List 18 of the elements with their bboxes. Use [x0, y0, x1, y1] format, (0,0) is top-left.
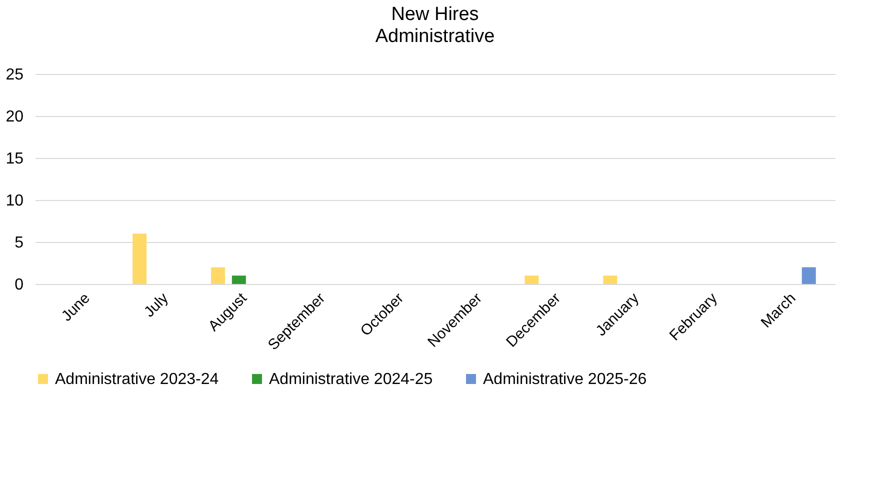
- y-tick-label: 10: [6, 192, 24, 210]
- bar: [232, 276, 246, 284]
- chart-subtitle: Administrative: [375, 26, 495, 47]
- chart-title: New Hires: [391, 4, 479, 25]
- bar: [132, 234, 147, 284]
- y-tick-label: 20: [6, 108, 24, 126]
- bar: [524, 276, 539, 284]
- bar: [211, 267, 226, 284]
- y-tick-label: 25: [6, 66, 24, 84]
- bar: [603, 276, 618, 284]
- y-tick-label: 15: [6, 150, 24, 168]
- legend-label: Administrative 2023-24: [55, 371, 219, 388]
- bar: [802, 267, 816, 284]
- y-tick-label: 0: [14, 276, 24, 294]
- x-tick-label: July: [140, 289, 172, 321]
- y-tick-label: 5: [14, 234, 24, 252]
- legend-label: Administrative 2024-25: [269, 371, 433, 388]
- legend-label: Administrative 2025-26: [483, 371, 647, 388]
